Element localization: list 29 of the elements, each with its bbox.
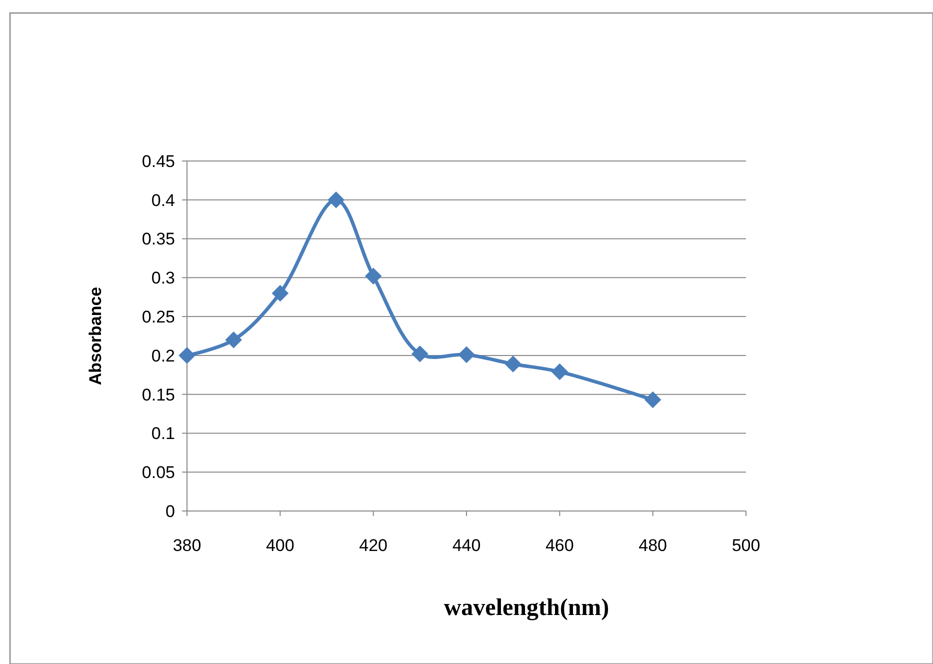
x-tick-label: 420 [359, 536, 388, 555]
point [412, 345, 428, 362]
x-axis-title: wavelength(nm) [444, 595, 610, 621]
point [364, 268, 382, 285]
point [551, 363, 568, 380]
y-tick-label: 0.15 [142, 385, 175, 404]
y-tick-label: 0.45 [142, 152, 175, 171]
y-tick-label: 0.05 [142, 463, 175, 482]
x-tick-label: 480 [638, 536, 668, 555]
y-tick-label: 0.35 [142, 230, 175, 249]
x-tick-label: 440 [452, 536, 481, 555]
point [328, 191, 344, 208]
x-tick-label: 460 [545, 536, 574, 555]
x-tick-label: 400 [266, 536, 294, 555]
y-tick-label: 0 [166, 502, 175, 521]
y-tick-label: 0.4 [151, 190, 175, 210]
point [225, 331, 242, 348]
point [272, 284, 289, 302]
y-tick-label: 0.25 [142, 308, 175, 327]
y-tick-label: 0.3 [151, 268, 175, 288]
x-tick-label: 500 [732, 536, 760, 555]
point [504, 356, 522, 372]
y-tick-label: 0.2 [151, 346, 175, 366]
x-tick-label: 380 [172, 536, 202, 555]
point [458, 346, 475, 364]
y-tick-label: 0.1 [151, 424, 175, 444]
y-axis-title: Absorbance [86, 286, 105, 386]
point [644, 391, 662, 408]
point [178, 347, 196, 364]
